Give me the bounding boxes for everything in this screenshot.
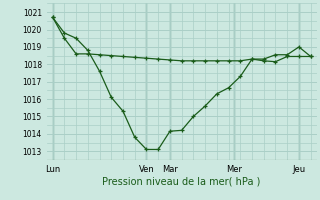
X-axis label: Pression niveau de la mer( hPa ): Pression niveau de la mer( hPa ) — [102, 177, 261, 187]
